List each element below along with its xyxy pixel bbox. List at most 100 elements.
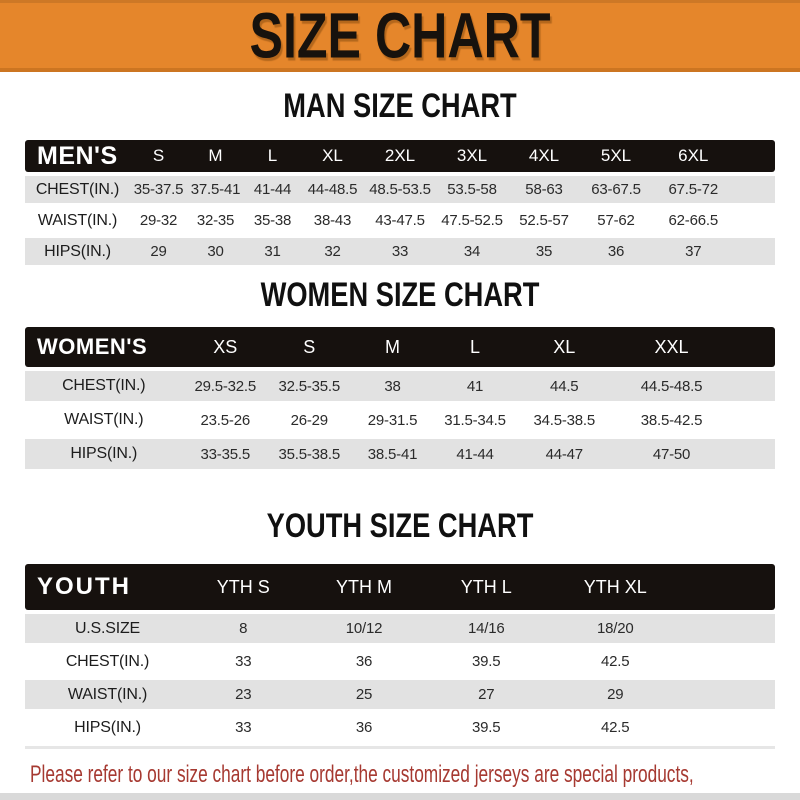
cell-value: 23.5-26 bbox=[182, 405, 268, 435]
cell-value: 48.5-53.5 bbox=[363, 176, 436, 203]
cell-value: 30 bbox=[187, 238, 244, 265]
row-label: WAIST(IN.) bbox=[25, 405, 183, 435]
cell-value: 32-35 bbox=[187, 207, 244, 234]
cell-value: 41-44 bbox=[244, 176, 301, 203]
row-filler bbox=[730, 439, 775, 469]
column-header: YTH XL bbox=[540, 564, 690, 610]
cell-value: 41-44 bbox=[434, 439, 516, 469]
cell-value: 38.5-42.5 bbox=[613, 405, 730, 435]
cell-value: 38-43 bbox=[301, 207, 364, 234]
size-section: YOUTH SIZE CHART YOUTH YTH S YTH M YTH L YTH… bbox=[0, 506, 800, 749]
cell-value: 36 bbox=[296, 713, 432, 742]
cell-value: 33-35.5 bbox=[182, 439, 268, 469]
cell-value: 37.5-41 bbox=[187, 176, 244, 203]
cell-value: 58-63 bbox=[507, 176, 580, 203]
cell-value: 29 bbox=[130, 238, 187, 265]
table-row: WAIST(IN.) 23.5-26 26-29 29-31.5 31.5-34.5 34… bbox=[25, 405, 775, 435]
table-row: U.S.SIZE 8 10/12 14/16 18/20 bbox=[25, 614, 775, 643]
cell-value: 10/12 bbox=[296, 614, 432, 643]
column-header: L bbox=[434, 327, 516, 367]
cell-value: 35.5-38.5 bbox=[268, 439, 351, 469]
cell-value: 39.5 bbox=[431, 713, 541, 742]
notice-line-1: Please refer to our size chart before or… bbox=[30, 761, 694, 788]
column-header: YTH L bbox=[431, 564, 541, 610]
section-heading: MAN SIZE CHART bbox=[283, 86, 517, 125]
cell-value: 29-32 bbox=[130, 207, 187, 234]
column-header: 2XL bbox=[363, 140, 436, 172]
banner-title: SIZE CHART bbox=[249, 0, 551, 72]
cell-value: 38.5-41 bbox=[350, 439, 435, 469]
bottom-strip bbox=[0, 793, 800, 800]
row-label: CHEST(IN.) bbox=[25, 176, 130, 203]
header-filler bbox=[734, 140, 775, 172]
column-header: S bbox=[268, 327, 351, 367]
column-header: 6XL bbox=[651, 140, 735, 172]
row-filler bbox=[689, 614, 775, 643]
cell-value: 52.5-57 bbox=[507, 207, 580, 234]
cell-value: 14/16 bbox=[431, 614, 541, 643]
cell-value: 37 bbox=[651, 238, 735, 265]
cell-value: 33 bbox=[363, 238, 436, 265]
cell-value: 36 bbox=[579, 238, 652, 265]
cell-value: 34 bbox=[435, 238, 508, 265]
cell-value: 35-38 bbox=[244, 207, 301, 234]
column-header: XL bbox=[301, 140, 364, 172]
section-heading: YOUTH SIZE CHART bbox=[266, 506, 534, 545]
row-filler bbox=[734, 207, 775, 234]
row-label: CHEST(IN.) bbox=[25, 647, 190, 676]
cell-value: 41 bbox=[434, 371, 516, 401]
row-label: HIPS(IN.) bbox=[25, 713, 190, 742]
row-filler bbox=[730, 371, 775, 401]
column-header: 3XL bbox=[435, 140, 508, 172]
table-row: HIPS(IN.) 33 36 39.5 42.5 bbox=[25, 713, 775, 742]
size-table: MEN'S S M L XL 2XL 3XL 4XL 5XL 6XL CHEST(IN.) 35-3… bbox=[25, 136, 775, 269]
table-header-row: YOUTH YTH S YTH M YTH L YTH XL bbox=[25, 564, 775, 610]
cell-value: 53.5-58 bbox=[435, 176, 508, 203]
cell-value: 25 bbox=[296, 680, 432, 709]
header-filler bbox=[689, 564, 775, 610]
column-header: XXL bbox=[613, 327, 730, 367]
cell-value: 39.5 bbox=[431, 647, 541, 676]
cell-value: 33 bbox=[190, 713, 297, 742]
cell-value: 35 bbox=[507, 238, 580, 265]
cell-value: 42.5 bbox=[540, 647, 690, 676]
table-corner-label: YOUTH bbox=[25, 564, 190, 610]
cell-value: 47-50 bbox=[613, 439, 730, 469]
cell-value: 18/20 bbox=[540, 614, 690, 643]
cell-value: 44.5-48.5 bbox=[613, 371, 730, 401]
cell-value: 32.5-35.5 bbox=[268, 371, 351, 401]
cell-value: 42.5 bbox=[540, 713, 690, 742]
table-row: CHEST(IN.) 33 36 39.5 42.5 bbox=[25, 647, 775, 676]
row-label: CHEST(IN.) bbox=[25, 371, 183, 401]
cell-value: 62-66.5 bbox=[651, 207, 735, 234]
cell-value: 8 bbox=[190, 614, 297, 643]
cell-value: 47.5-52.5 bbox=[435, 207, 508, 234]
cell-value: 32 bbox=[301, 238, 364, 265]
cell-value: 38 bbox=[350, 371, 435, 401]
table-header-row: WOMEN'S XS S M L XL XXL bbox=[25, 327, 775, 367]
row-filler bbox=[730, 405, 775, 435]
column-header: S bbox=[130, 140, 187, 172]
column-header: M bbox=[187, 140, 244, 172]
section-heading: WOMEN SIZE CHART bbox=[260, 275, 540, 314]
cell-value: 67.5-72 bbox=[651, 176, 735, 203]
cell-value: 44-48.5 bbox=[301, 176, 364, 203]
table-corner-label: WOMEN'S bbox=[25, 327, 183, 367]
table-row: WAIST(IN.) 23 25 27 29 bbox=[25, 680, 775, 709]
column-header: 5XL bbox=[579, 140, 652, 172]
row-label: HIPS(IN.) bbox=[25, 439, 183, 469]
table-row: CHEST(IN.) 35-37.5 37.5-41 41-44 44-48.5 48.5… bbox=[25, 176, 775, 203]
cell-value: 31.5-34.5 bbox=[434, 405, 516, 435]
column-header: XL bbox=[515, 327, 613, 367]
size-table: YOUTH YTH S YTH M YTH L YTH XL U.S.SIZE 8 10/1… bbox=[25, 560, 775, 749]
row-filler bbox=[734, 176, 775, 203]
cell-value: 29.5-32.5 bbox=[182, 371, 268, 401]
header-filler bbox=[730, 327, 775, 367]
cell-value: 27 bbox=[431, 680, 541, 709]
table-row: HIPS(IN.) 33-35.5 35.5-38.5 38.5-41 41-44 44-… bbox=[25, 439, 775, 469]
cell-value: 43-47.5 bbox=[363, 207, 436, 234]
row-label: WAIST(IN.) bbox=[25, 680, 190, 709]
cell-value: 44.5 bbox=[515, 371, 613, 401]
row-label: U.S.SIZE bbox=[25, 614, 190, 643]
